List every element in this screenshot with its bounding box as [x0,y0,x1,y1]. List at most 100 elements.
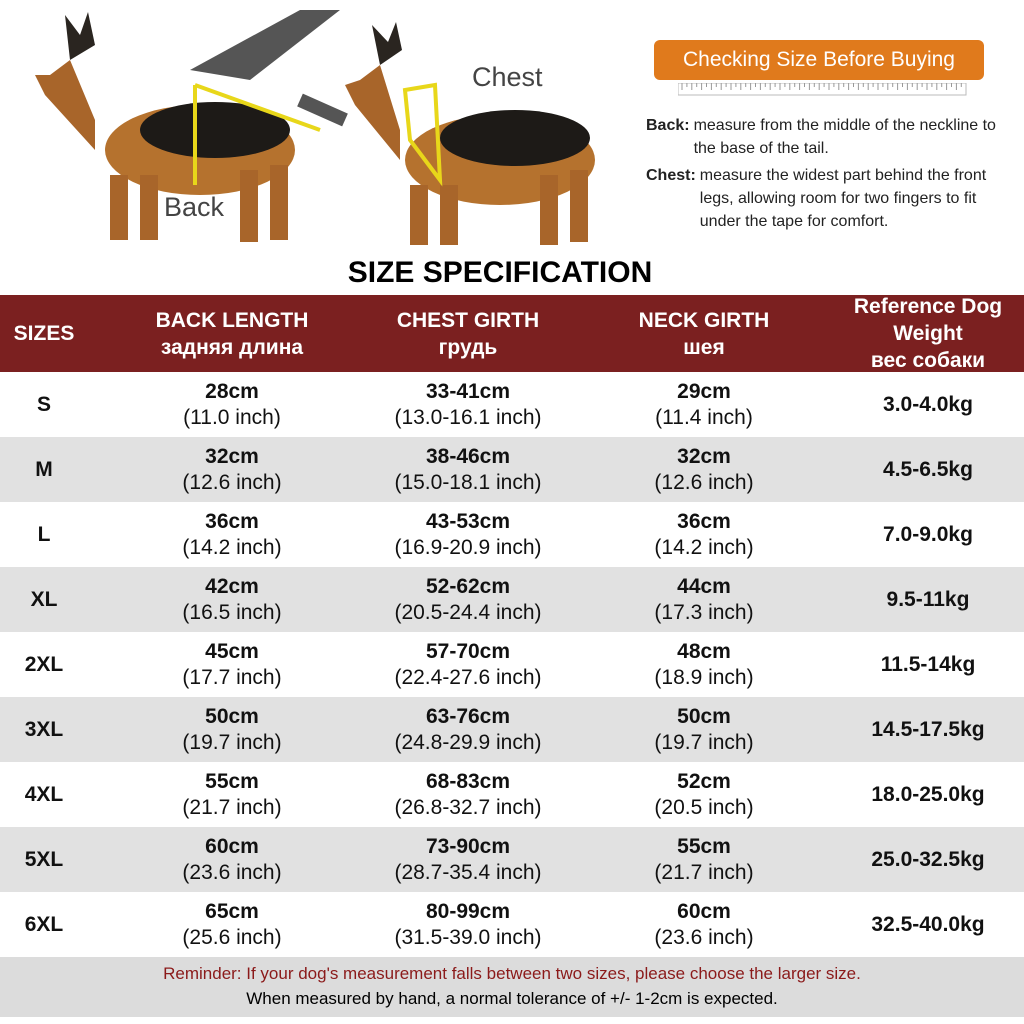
instruction-text: measure from the middle of the neckline … [693,117,996,157]
weight: 32.5-40.0kg [871,912,985,936]
table-cell: 65cm (25.6 inch) [117,892,347,957]
cell-inch: (25.6 inch) [182,925,282,949]
header-text: грудь [438,335,498,359]
cell-inch: (11.4 inch) [655,405,753,429]
table-cell: 43-53cm (16.9-20.9 inch) [348,502,588,567]
header-text: CHEST GIRTH [396,308,540,332]
table-row: 5XL 60cm (23.6 inch) 73-90cm (28.7-35.4 inch… [0,827,1024,892]
header-text: Reference Dog Weight [853,295,1003,345]
table-cell: 50cm (19.7 inch) [589,697,819,762]
cell-inch: (13.0-16.1 inch) [394,405,542,429]
size-label: 3XL [24,717,64,741]
table-cell: 5XL [0,827,88,892]
table-cell: 28cm (11.0 inch) [117,372,347,437]
table-cell: 7.0-9.0kg [833,502,1023,567]
banner: Checking Size Before Buying [654,40,984,80]
table-row: 6XL 65cm (25.6 inch) 80-99cm (31.5-39.0 inch… [0,892,1024,957]
size-label: 5XL [24,847,64,871]
table-cell: 42cm (16.5 inch) [117,567,347,632]
header-text: BACK LENGTH [155,308,309,332]
instruction: Back: measure from the middle of the nec… [646,114,1004,160]
table-cell: 11.5-14kg [833,632,1023,697]
cell-cm: 60cm [205,834,259,858]
table-cell: 73-90cm (28.7-35.4 inch) [348,827,588,892]
table-cell: 55cm (21.7 inch) [117,762,347,827]
title: SIZE SPECIFICATION [347,256,653,289]
cell-cm: 63-76cm [425,704,511,728]
instruction-text: measure the widest part behind the front… [699,167,987,230]
table-cell: 45cm (17.7 inch) [117,632,347,697]
cell-cm: 36cm [677,509,731,533]
cell-cm: 33-41cm [425,379,511,403]
cell-inch: (22.4-27.6 inch) [394,665,542,689]
cell-inch: (26.8-32.7 inch) [394,795,542,819]
size-label: 4XL [24,782,64,806]
instruction-term: Back: [646,117,690,134]
instruction: Chest: measure the widest part behind th… [646,164,1005,233]
cell-inch: (18.9 inch) [654,665,754,689]
table-cell: 6XL [0,892,88,957]
cell-inch: (20.5-24.4 inch) [394,600,542,624]
cell-cm: 48cm [677,639,731,663]
cell-cm: 73-90cm [425,834,511,858]
weight: 7.0-9.0kg [883,522,973,546]
weight: 25.0-32.5kg [871,847,985,871]
size-label: S [36,392,51,416]
cell-inch: (19.7 inch) [654,730,754,754]
table-cell: 33-41cm (13.0-16.1 inch) [348,372,588,437]
cell-inch: (20.5 inch) [654,795,754,819]
table-cell: 63-76cm (24.8-29.9 inch) [348,697,588,762]
table-row: 2XL 45cm (17.7 inch) 57-70cm (22.4-27.6 inch… [0,632,1024,697]
size-label: M [35,457,53,481]
cell-cm: 80-99cm [425,899,511,923]
table-cell: 4.5-6.5kg [833,437,1023,502]
cell-inch: (23.6 inch) [654,925,754,949]
header-text: SIZES [13,322,75,345]
table-cell: 52-62cm (20.5-24.4 inch) [348,567,588,632]
table-cell: 4XL [0,762,88,827]
table-cell: 36cm (14.2 inch) [589,502,819,567]
table-cell: 2XL [0,632,88,697]
table-cell: 36cm (14.2 inch) [117,502,347,567]
cell-cm: 36cm [205,509,259,533]
table-body: S 28cm (11.0 inch) 33-41cm (13.0-16.1 inch) 2… [0,372,1024,957]
weight: 14.5-17.5kg [871,717,985,741]
cell-inch: (21.7 inch) [654,860,754,884]
cell-inch: (14.2 inch) [654,535,754,559]
table-cell: 48cm (18.9 inch) [589,632,819,697]
cell-cm: 29cm [677,379,731,403]
cell-cm: 44cm [677,574,731,598]
reminder-line: Reminder: If your dog's measurement fall… [163,964,861,983]
cell-cm: 55cm [677,834,731,858]
table-header: SIZES BACK LENGTH задняя длина CHEST GIRTH г… [0,295,1024,372]
cell-cm: 32cm [677,444,731,468]
table-cell: 3XL [0,697,88,762]
header-cell: Reference Dog Weight вес собаки [833,295,1023,372]
cell-cm: 52cm [677,769,731,793]
table-cell: 55cm (21.7 inch) [589,827,819,892]
ruler [678,83,967,96]
dog-back [35,12,321,242]
cell-inch: (12.6 inch) [182,470,282,494]
table-cell: 60cm (23.6 inch) [589,892,819,957]
table-cell: 29cm (11.4 inch) [589,372,819,437]
header-text: задняя длина [160,335,304,359]
reminder: Reminder: If your dog's measurement fall… [0,957,1024,1017]
table-cell: L [0,502,88,567]
table-cell: 32cm (12.6 inch) [589,437,819,502]
table-cell: 60cm (23.6 inch) [117,827,347,892]
table-cell: 57-70cm (22.4-27.6 inch) [348,632,588,697]
cell-inch: (12.6 inch) [654,470,754,494]
table-cell: 44cm (17.3 inch) [589,567,819,632]
table-cell: 80-99cm (31.5-39.0 inch) [348,892,588,957]
cell-cm: 45cm [205,639,259,663]
weight: 11.5-14kg [880,652,976,676]
table-cell: 18.0-25.0kg [833,762,1023,827]
cell-cm: 42cm [205,574,259,598]
header-cell: SIZES [0,295,88,372]
table-cell: XL [0,567,88,632]
table-cell: 14.5-17.5kg [833,697,1023,762]
size-label: 2XL [24,652,64,676]
cell-inch: (11.0 inch) [183,405,281,429]
